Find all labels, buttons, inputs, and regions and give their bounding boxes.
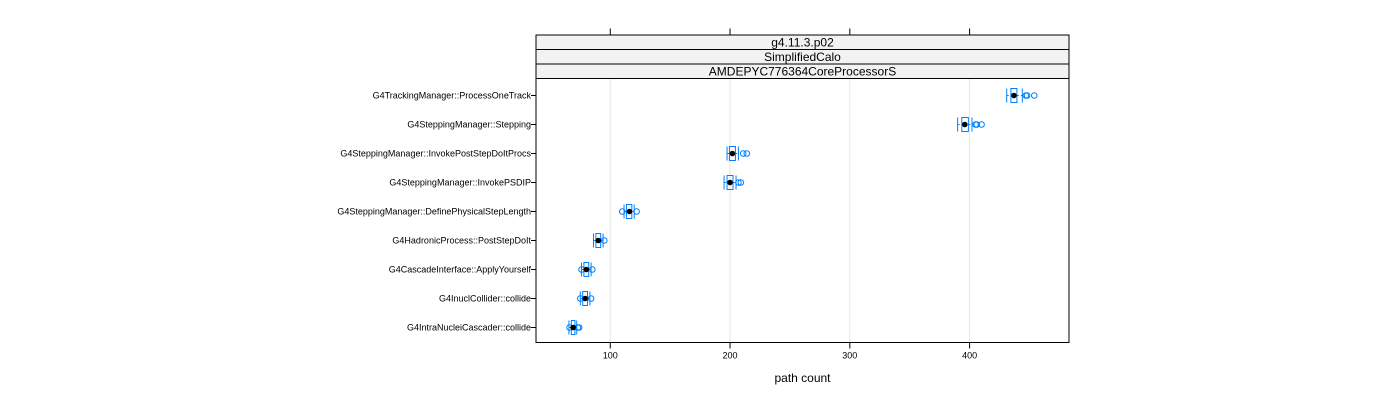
strip-1-label: g4.11.3.p02 (771, 36, 834, 50)
category-label-3: G4SteppingManager::InvokePostStepDoItPro… (340, 149, 531, 159)
median-point (595, 237, 602, 244)
outlier-point (618, 208, 626, 215)
category-labels: G4TrackingManager::ProcessOneTrackG4Step… (337, 91, 531, 333)
median-point (626, 208, 633, 215)
category-label-9: G4IntraNucleiCascader::collide (407, 323, 531, 333)
median-point (961, 121, 968, 128)
panel-frame (535, 78, 1070, 343)
box-1 (1006, 88, 1038, 103)
box-6 (592, 233, 608, 248)
outlier-point (1023, 92, 1031, 99)
axis-ticks: 100 200 300 400 (531, 28, 977, 361)
x-tick-label-400: 400 (962, 351, 977, 361)
median-point (729, 150, 736, 157)
outlier-point (1030, 92, 1038, 99)
outlier-point (588, 266, 596, 273)
box-5 (618, 204, 640, 219)
outlier-point (978, 121, 985, 128)
category-label-2: G4SteppingManager::Stepping (407, 120, 531, 130)
box-9 (566, 320, 583, 335)
category-label-4: G4SteppingManager::InvokePSDIP (389, 178, 531, 188)
outlier-point (587, 295, 595, 302)
grid-lines (609, 78, 971, 343)
x-axis-title: path count (774, 371, 831, 385)
category-label-6: G4HadronicProcess::PostStepDoIt (392, 236, 531, 246)
outlier-point (743, 150, 751, 157)
strip-3-label: AMDEPYC776364CoreProcessorS (709, 65, 896, 79)
box-3 (726, 146, 751, 161)
median-point (570, 324, 576, 331)
outlier-point (600, 237, 608, 244)
median-point (727, 179, 733, 186)
median-point (582, 295, 588, 302)
x-tick-label-100: 100 (603, 351, 618, 361)
box-iqr (961, 117, 969, 132)
box-iqr (728, 146, 736, 161)
outlier-point (973, 121, 981, 128)
category-label-7: G4CascadeInterface::ApplyYourself (389, 265, 532, 275)
category-label-1: G4TrackingManager::ProcessOneTrack (373, 91, 532, 101)
outlier-point (633, 208, 640, 215)
category-label-5: G4SteppingManager::DefinePhysicalStepLen… (337, 207, 531, 217)
strip-headers: g4.11.3.p02 SimplifiedCalo AMDEPYC776364… (535, 34, 1070, 79)
x-tick-label-200: 200 (723, 351, 738, 361)
outlier-point (575, 324, 583, 331)
outlier-point (739, 150, 747, 157)
box-layer (566, 88, 1038, 335)
median-point (583, 266, 590, 273)
box-iqr (1010, 88, 1018, 103)
median-point (1011, 92, 1017, 99)
category-label-8: G4InuclCollider::collide (439, 294, 531, 304)
box-7 (578, 262, 596, 277)
outlier-point (737, 179, 745, 186)
outlier-point (735, 179, 742, 186)
box-4 (723, 175, 745, 190)
box-8 (577, 291, 595, 306)
strip-2-label: SimplifiedCalo (764, 50, 841, 64)
box-2 (957, 117, 985, 132)
x-tick-label-300: 300 (842, 351, 857, 361)
box-iqr (726, 175, 734, 190)
